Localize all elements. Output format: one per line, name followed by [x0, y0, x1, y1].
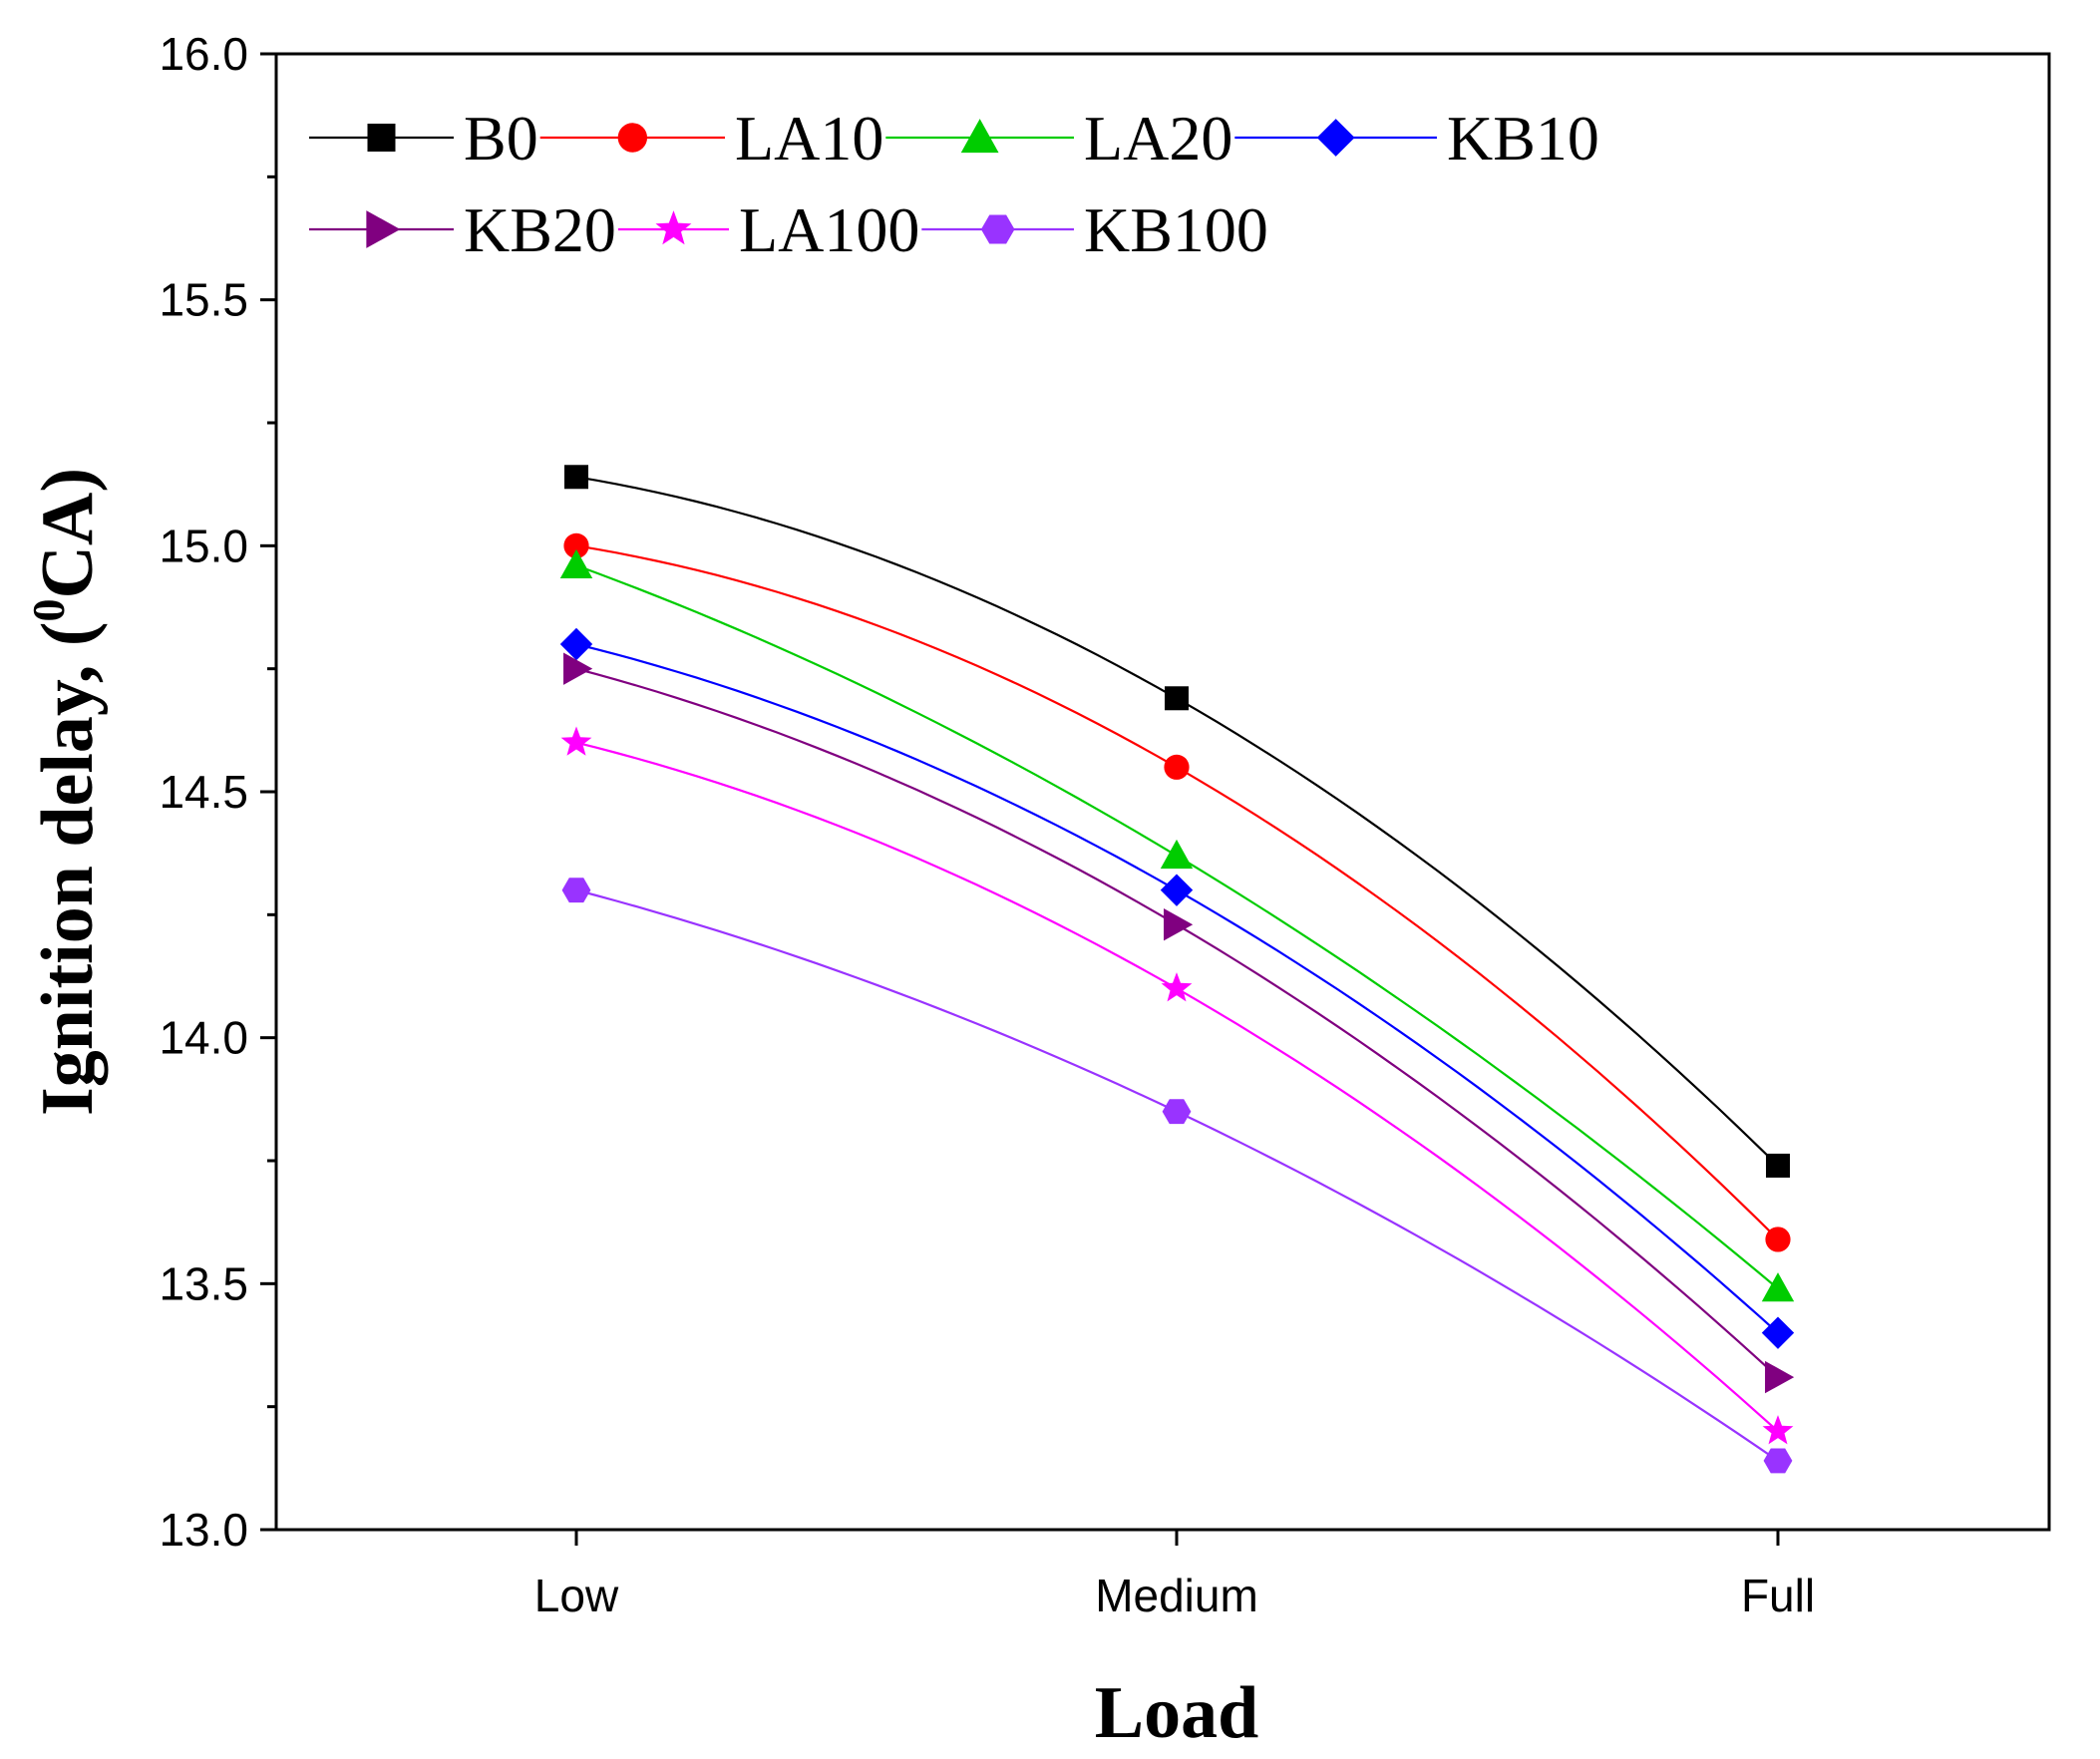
legend-label-la10: LA10 — [735, 103, 883, 174]
data-point-la100-full — [1762, 1415, 1794, 1445]
legend-label-kb10: KB10 — [1447, 103, 1599, 174]
y-axis-title-main: Ignition delay, ( — [27, 622, 109, 1117]
plot-area — [559, 465, 1795, 1474]
y-tick-label: 13.5 — [159, 1257, 248, 1309]
legend-marker-la20 — [960, 119, 999, 154]
data-point-kb10-low — [559, 627, 593, 661]
legend-marker-b0 — [367, 124, 396, 152]
legend-label-la20: LA20 — [1084, 103, 1232, 174]
legend-marker-la100 — [655, 210, 692, 245]
data-point-la20-full — [1761, 1272, 1795, 1302]
y-tick-label: 15.5 — [159, 274, 248, 326]
y-axis-title: Ignition delay, (0CA) — [23, 468, 109, 1116]
x-axis-title: Load — [1095, 1672, 1259, 1754]
data-point-kb10-medium — [1160, 874, 1194, 906]
axes: 13.0 13.5 14.0 14.5 15.0 15.5 16.0 Low Medium Ful… — [159, 28, 1815, 1621]
y-tick-label: 15.0 — [159, 520, 248, 571]
y-tick-label: 14.5 — [159, 766, 248, 818]
legend-marker-kb20 — [366, 210, 401, 248]
data-point-la20-low — [559, 548, 593, 579]
legend-marker-kb10 — [1316, 119, 1355, 157]
legend-label-kb20: KB20 — [464, 194, 616, 265]
data-point-kb20-medium — [1164, 908, 1194, 941]
data-point-b0-low — [564, 465, 588, 490]
data-point-la10-medium — [1164, 754, 1190, 780]
legend-marker-la10 — [617, 123, 648, 153]
y-axis-title-unit: CA) — [27, 468, 109, 599]
y-tick-label: 16.0 — [159, 28, 248, 80]
legend-label-la100: LA100 — [739, 194, 919, 265]
data-point-kb100-low — [561, 878, 591, 903]
data-point-la20-medium — [1160, 839, 1194, 870]
data-point-kb100-medium — [1162, 1099, 1192, 1125]
data-point-b0-medium — [1165, 686, 1189, 711]
data-point-kb20-full — [1765, 1360, 1795, 1394]
y-axis-title-superscript: 0 — [23, 599, 74, 622]
legend-label-b0: B0 — [464, 103, 538, 174]
legend: B0 LA10 LA20 KB10 KB20 LA100 KB100 — [309, 103, 1599, 265]
y-tick-label: 14.0 — [159, 1012, 248, 1064]
data-point-kb20-low — [563, 652, 593, 685]
y-tick-label: 13.0 — [159, 1504, 248, 1556]
data-point-la10-full — [1765, 1227, 1791, 1252]
data-point-la100-low — [560, 726, 592, 756]
data-point-la10-low — [563, 532, 589, 558]
data-point-kb100-full — [1763, 1448, 1793, 1474]
legend-label-kb100: KB100 — [1084, 194, 1268, 265]
x-tick-label-full: Full — [1741, 1570, 1815, 1621]
x-tick-label-low: Low — [534, 1570, 619, 1621]
data-point-kb10-full — [1761, 1316, 1795, 1349]
legend-marker-kb100 — [980, 214, 1015, 244]
x-tick-label-medium: Medium — [1095, 1570, 1258, 1621]
data-point-b0-full — [1766, 1153, 1790, 1178]
data-point-la100-medium — [1161, 972, 1193, 1002]
